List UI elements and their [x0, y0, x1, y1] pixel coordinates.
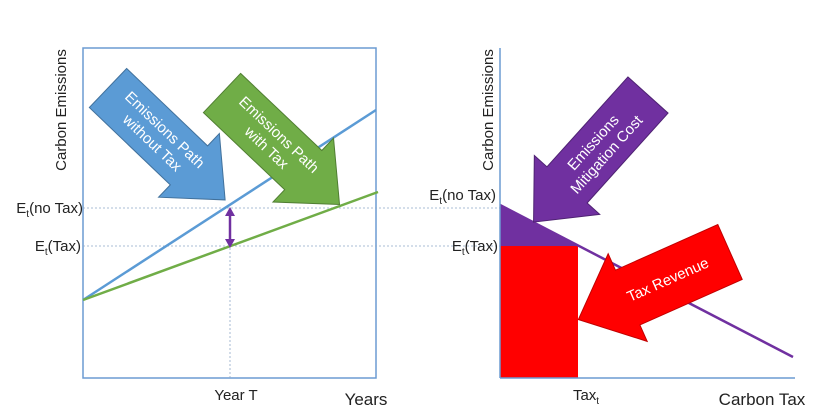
y-axis-label: Carbon Emissions — [480, 49, 497, 171]
tax-revenue-area — [500, 246, 578, 378]
x-axis-label: Carbon Tax — [719, 390, 806, 409]
x-axis-label: Years — [345, 390, 388, 409]
x-marker-label: Year T — [214, 387, 257, 404]
x-marker-label: Taxt — [573, 387, 599, 407]
arrow-tax-revenue: Tax Revenue — [577, 223, 743, 343]
level-label: Et(Tax) — [35, 238, 81, 258]
y-axis-label: Carbon Emissions — [53, 49, 70, 171]
level-label: Et(no Tax) — [16, 200, 83, 220]
level-label: Et(no Tax) — [429, 187, 496, 207]
path-without-tax — [82, 108, 377, 302]
left-frame — [82, 47, 377, 379]
level-label: Et(Tax) — [452, 238, 498, 258]
gap-arrow-head — [225, 207, 235, 216]
gap-arrow-head — [225, 239, 235, 248]
